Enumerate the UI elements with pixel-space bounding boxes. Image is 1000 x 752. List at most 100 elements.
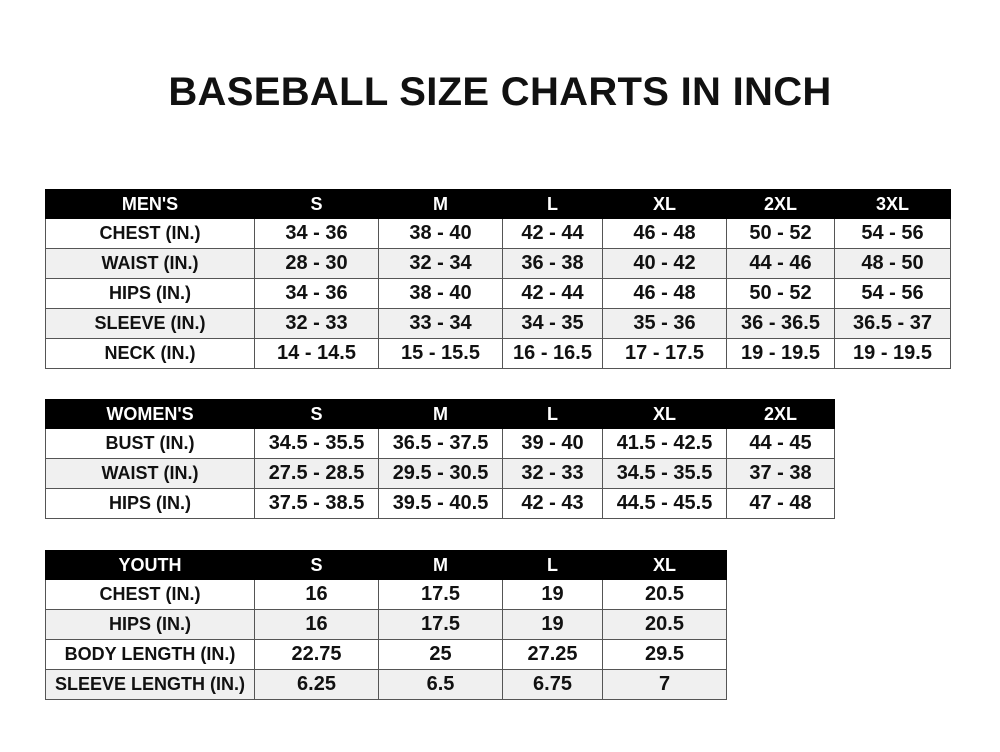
table-row: HIPS (IN.) 37.5 - 38.5 39.5 - 40.5 42 - 43 4… bbox=[45, 488, 835, 519]
mens-size-table: MEN'S S M L XL 2XL 3XL CHEST (IN.) 34 - 36 38 - 4… bbox=[45, 189, 951, 369]
size-value: 20.5 bbox=[602, 579, 727, 610]
measurement-label: HIPS (IN.) bbox=[45, 609, 255, 640]
size-value: 7 bbox=[602, 669, 727, 700]
size-value: 46 - 48 bbox=[602, 278, 727, 309]
size-value: 19 - 19.5 bbox=[834, 338, 951, 369]
header-row: YOUTH S M L XL bbox=[45, 550, 727, 580]
size-value: 29.5 - 30.5 bbox=[378, 458, 503, 489]
size-value: 29.5 bbox=[602, 639, 727, 670]
size-value: 16 bbox=[254, 579, 379, 610]
size-value: 40 - 42 bbox=[602, 248, 727, 279]
measurement-label: WAIST (IN.) bbox=[45, 458, 255, 489]
size-header: S bbox=[254, 550, 379, 580]
size-header: M bbox=[378, 399, 503, 429]
size-value: 54 - 56 bbox=[834, 278, 951, 309]
size-value: 34.5 - 35.5 bbox=[254, 428, 379, 459]
size-value: 46 - 48 bbox=[602, 218, 727, 249]
size-value: 44 - 45 bbox=[726, 428, 835, 459]
table-row: SLEEVE LENGTH (IN.) 6.25 6.5 6.75 7 bbox=[45, 669, 727, 700]
measurement-label: HIPS (IN.) bbox=[45, 278, 255, 309]
size-value: 27.25 bbox=[502, 639, 603, 670]
size-value: 50 - 52 bbox=[726, 218, 835, 249]
size-header: L bbox=[502, 550, 603, 580]
size-value: 35 - 36 bbox=[602, 308, 727, 339]
measurement-label: NECK (IN.) bbox=[45, 338, 255, 369]
size-value: 38 - 40 bbox=[378, 278, 503, 309]
size-value: 48 - 50 bbox=[834, 248, 951, 279]
size-value: 33 - 34 bbox=[378, 308, 503, 339]
size-header: S bbox=[254, 189, 379, 219]
size-value: 36.5 - 37.5 bbox=[378, 428, 503, 459]
size-value: 15 - 15.5 bbox=[378, 338, 503, 369]
size-header: L bbox=[502, 399, 603, 429]
size-value: 16 - 16.5 bbox=[502, 338, 603, 369]
size-value: 25 bbox=[378, 639, 503, 670]
size-value: 34 - 36 bbox=[254, 218, 379, 249]
size-value: 6.25 bbox=[254, 669, 379, 700]
size-header: M bbox=[378, 550, 503, 580]
size-value: 6.5 bbox=[378, 669, 503, 700]
category-header: WOMEN'S bbox=[45, 399, 255, 429]
measurement-label: CHEST (IN.) bbox=[45, 218, 255, 249]
category-header: MEN'S bbox=[45, 189, 255, 219]
size-header: XL bbox=[602, 399, 727, 429]
table-row: HIPS (IN.) 16 17.5 19 20.5 bbox=[45, 609, 727, 640]
size-value: 27.5 - 28.5 bbox=[254, 458, 379, 489]
measurement-label: BUST (IN.) bbox=[45, 428, 255, 459]
size-value: 17.5 bbox=[378, 609, 503, 640]
size-value: 42 - 43 bbox=[502, 488, 603, 519]
size-value: 22.75 bbox=[254, 639, 379, 670]
table-row: HIPS (IN.) 34 - 36 38 - 40 42 - 44 46 - 48 50… bbox=[45, 278, 951, 309]
size-value: 17 - 17.5 bbox=[602, 338, 727, 369]
size-value: 37 - 38 bbox=[726, 458, 835, 489]
table-row: BODY LENGTH (IN.) 22.75 25 27.25 29.5 bbox=[45, 639, 727, 670]
table-row: CHEST (IN.) 34 - 36 38 - 40 42 - 44 46 - 48 5… bbox=[45, 218, 951, 249]
size-header: S bbox=[254, 399, 379, 429]
size-value: 54 - 56 bbox=[834, 218, 951, 249]
size-value: 42 - 44 bbox=[502, 278, 603, 309]
header-row: WOMEN'S S M L XL 2XL bbox=[45, 399, 835, 429]
size-value: 44.5 - 45.5 bbox=[602, 488, 727, 519]
size-value: 32 - 33 bbox=[254, 308, 379, 339]
size-value: 44 - 46 bbox=[726, 248, 835, 279]
size-value: 37.5 - 38.5 bbox=[254, 488, 379, 519]
womens-size-table: WOMEN'S S M L XL 2XL BUST (IN.) 34.5 - 35.5 36.5… bbox=[45, 399, 835, 519]
size-value: 36 - 36.5 bbox=[726, 308, 835, 339]
category-header: YOUTH bbox=[45, 550, 255, 580]
size-header: XL bbox=[602, 189, 727, 219]
measurement-label: BODY LENGTH (IN.) bbox=[45, 639, 255, 670]
table-row: NECK (IN.) 14 - 14.5 15 - 15.5 16 - 16.5 17 … bbox=[45, 338, 951, 369]
size-header: M bbox=[378, 189, 503, 219]
youth-size-table: YOUTH S M L XL CHEST (IN.) 16 17.5 19 20.5 HIPS (I… bbox=[45, 550, 727, 700]
size-value: 19 - 19.5 bbox=[726, 338, 835, 369]
size-value: 36 - 38 bbox=[502, 248, 603, 279]
size-value: 42 - 44 bbox=[502, 218, 603, 249]
header-row: MEN'S S M L XL 2XL 3XL bbox=[45, 189, 951, 219]
size-header: XL bbox=[602, 550, 727, 580]
size-value: 39.5 - 40.5 bbox=[378, 488, 503, 519]
size-header: 2XL bbox=[726, 189, 835, 219]
size-header: 3XL bbox=[834, 189, 951, 219]
size-value: 34 - 35 bbox=[502, 308, 603, 339]
table-row: BUST (IN.) 34.5 - 35.5 36.5 - 37.5 39 - 40 4… bbox=[45, 428, 835, 459]
size-value: 39 - 40 bbox=[502, 428, 603, 459]
size-value: 17.5 bbox=[378, 579, 503, 610]
page-title: BASEBALL SIZE CHARTS IN INCH bbox=[168, 70, 832, 114]
measurement-label: SLEEVE LENGTH (IN.) bbox=[45, 669, 255, 700]
size-value: 19 bbox=[502, 609, 603, 640]
size-value: 36.5 - 37 bbox=[834, 308, 951, 339]
table-row: CHEST (IN.) 16 17.5 19 20.5 bbox=[45, 579, 727, 610]
measurement-label: CHEST (IN.) bbox=[45, 579, 255, 610]
measurement-label: HIPS (IN.) bbox=[45, 488, 255, 519]
measurement-label: SLEEVE (IN.) bbox=[45, 308, 255, 339]
size-value: 19 bbox=[502, 579, 603, 610]
size-value: 32 - 33 bbox=[502, 458, 603, 489]
table-row: WAIST (IN.) 27.5 - 28.5 29.5 - 30.5 32 - 33… bbox=[45, 458, 835, 489]
size-value: 34.5 - 35.5 bbox=[602, 458, 727, 489]
size-value: 38 - 40 bbox=[378, 218, 503, 249]
size-value: 14 - 14.5 bbox=[254, 338, 379, 369]
table-row: WAIST (IN.) 28 - 30 32 - 34 36 - 38 40 - 42 4… bbox=[45, 248, 951, 279]
size-value: 28 - 30 bbox=[254, 248, 379, 279]
size-value: 20.5 bbox=[602, 609, 727, 640]
table-row: SLEEVE (IN.) 32 - 33 33 - 34 34 - 35 35 - 36… bbox=[45, 308, 951, 339]
